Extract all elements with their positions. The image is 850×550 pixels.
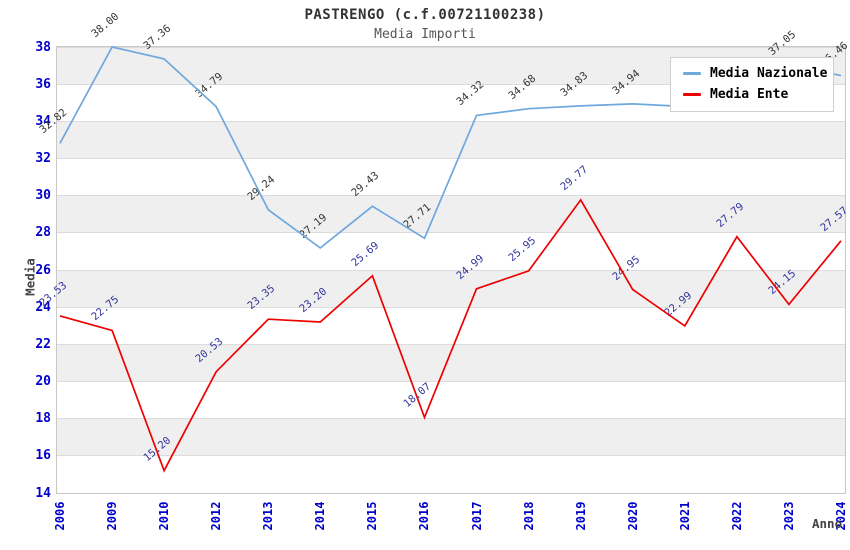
- grid-band: [57, 195, 845, 233]
- gridline: [57, 120, 845, 122]
- gridline: [57, 381, 845, 382]
- y-tick-label: 26: [35, 262, 51, 278]
- y-tick-label: 30: [35, 188, 51, 204]
- gridline: [57, 158, 845, 159]
- y-tick-label: 18: [35, 411, 51, 427]
- chart-title: PASTRENGO (c.f.00721100238): [304, 7, 546, 23]
- y-tick-label: 14: [35, 485, 51, 501]
- legend-swatch-blue-line-icon: [683, 72, 701, 75]
- chart-subtitle: Media Importi: [374, 27, 476, 42]
- gridline: [57, 455, 845, 457]
- y-tick-label: 16: [35, 448, 51, 464]
- gridline: [57, 232, 845, 234]
- y-tick-label: 32: [35, 151, 51, 166]
- legend-label: Media Nazionale: [710, 66, 828, 81]
- gridline: [57, 195, 845, 197]
- y-tick-label: 20: [35, 374, 51, 389]
- gridline: [57, 46, 845, 48]
- gridline: [57, 306, 845, 308]
- y-tick-label: 38: [35, 39, 51, 55]
- gridline: [57, 269, 845, 271]
- legend-item-media-ente: Media Ente: [671, 84, 833, 105]
- legend-item-media-nazionale: Media Nazionale: [671, 63, 833, 84]
- y-tick-label: 28: [35, 225, 51, 241]
- series-line-media-ente: [59, 198, 842, 473]
- y-tick-label: 24: [35, 299, 51, 315]
- legend-swatch-red-line-icon: [683, 93, 701, 96]
- legend-label: Media Ente: [710, 87, 789, 102]
- x-axis-title: Anno: [812, 516, 843, 531]
- grid-band: [57, 121, 845, 159]
- y-tick-label: 22: [35, 336, 51, 352]
- gridline: [57, 418, 845, 420]
- legend-box: Media Nazionale Media Ente: [670, 57, 834, 112]
- gridline: [57, 343, 845, 345]
- gridline: [57, 83, 845, 85]
- y-tick-label: 34: [35, 113, 51, 129]
- y-tick-label: 36: [35, 76, 51, 92]
